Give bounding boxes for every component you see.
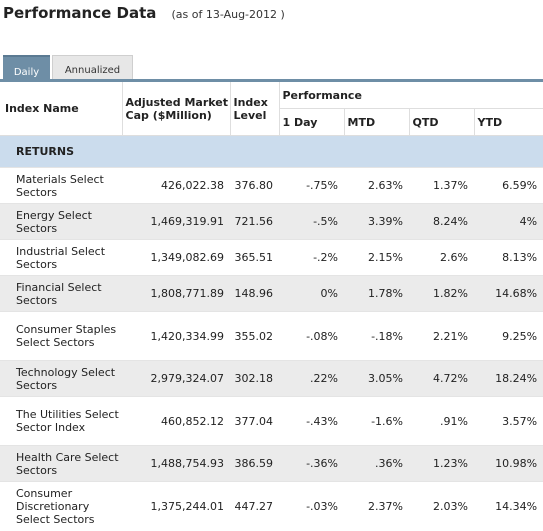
row-1-day: .22%: [279, 360, 344, 397]
row-ytd: 6.59%: [474, 167, 543, 204]
page-header: Performance Data (as of 13-Aug-2012 ): [3, 3, 285, 22]
row-mtd: 3.05%: [344, 360, 409, 397]
row-market-cap: 426,022.38: [122, 167, 230, 204]
row-index-name: Technology Select Sectors: [0, 360, 122, 397]
tab-daily[interactable]: Daily: [3, 55, 50, 79]
table-row: Consumer Staples Select Sectors 1,420,334…: [0, 311, 543, 361]
row-mtd: 2.37%: [344, 481, 409, 531]
row-index-level: 148.96: [230, 275, 279, 312]
row-mtd: .36%: [344, 445, 409, 482]
row-ytd: 3.57%: [474, 396, 543, 446]
as-of-date: (as of 13-Aug-2012 ): [171, 8, 285, 21]
row-index-name: The Utilities Select Sector Index: [0, 396, 122, 446]
row-index-level: 302.18: [230, 360, 279, 397]
row-mtd: -.18%: [344, 311, 409, 361]
row-qtd: 2.03%: [409, 481, 474, 531]
row-index-name: Consumer Staples Select Sectors: [0, 311, 122, 361]
row-mtd: -1.6%: [344, 396, 409, 446]
col-qtd: QTD: [408, 108, 474, 136]
table-header: Index Name Adjusted Market Cap ($Million…: [0, 79, 543, 136]
row-1-day: -.36%: [279, 445, 344, 482]
row-ytd: 10.98%: [474, 445, 543, 482]
tab-annualized[interactable]: Annualized: [52, 55, 133, 79]
row-mtd: 3.39%: [344, 203, 409, 240]
row-market-cap: 1,349,082.69: [122, 239, 230, 276]
section-row-returns: RETURNS: [0, 135, 543, 168]
table-row: Financial Select Sectors 1,808,771.89 148.…: [0, 275, 543, 312]
row-index-name: Materials Select Sectors: [0, 167, 122, 204]
row-ytd: 8.13%: [474, 239, 543, 276]
row-index-name: Health Care Select Sectors: [0, 445, 122, 482]
col-mtd: MTD: [343, 108, 409, 136]
table-row: The Utilities Select Sector Index 460,852…: [0, 396, 543, 446]
section-label: RETURNS: [0, 135, 543, 168]
row-ytd: 18.24%: [474, 360, 543, 397]
row-market-cap: 1,488,754.93: [122, 445, 230, 482]
row-index-level: 377.04: [230, 396, 279, 446]
row-mtd: 1.78%: [344, 275, 409, 312]
row-ytd: 4%: [474, 203, 543, 240]
row-index-level: 447.27: [230, 481, 279, 531]
row-market-cap: 1,375,244.01: [122, 481, 230, 531]
table-row: Energy Select Sectors 1,469,319.91 721.56-…: [0, 203, 543, 240]
row-index-level: 355.02: [230, 311, 279, 361]
row-market-cap: 1,420,334.99: [122, 311, 230, 361]
row-index-level: 386.59: [230, 445, 279, 482]
table-row: Consumer Discretionary Select Sectors 1,3…: [0, 481, 543, 531]
table-row: Materials Select Sectors 426,022.38 376.80…: [0, 167, 543, 204]
row-index-name: Energy Select Sectors: [0, 203, 122, 240]
col-index-name: Index Name: [0, 79, 122, 136]
row-qtd: 1.82%: [409, 275, 474, 312]
row-market-cap: 1,469,319.91: [122, 203, 230, 240]
row-ytd: 14.68%: [474, 275, 543, 312]
table-body: RETURNS Materials Select Sectors 426,022.…: [0, 135, 543, 531]
row-1-day: -.5%: [279, 203, 344, 240]
col-index-level: Index Level: [229, 79, 279, 136]
row-1-day: -.43%: [279, 396, 344, 446]
row-qtd: 1.37%: [409, 167, 474, 204]
row-qtd: 4.72%: [409, 360, 474, 397]
col-1-day: 1 Day: [278, 108, 344, 136]
row-ytd: 9.25%: [474, 311, 543, 361]
row-mtd: 2.15%: [344, 239, 409, 276]
row-qtd: 8.24%: [409, 203, 474, 240]
row-market-cap: 1,808,771.89: [122, 275, 230, 312]
row-index-level: 376.80: [230, 167, 279, 204]
row-1-day: 0%: [279, 275, 344, 312]
row-1-day: -.08%: [279, 311, 344, 361]
col-market-cap: Adjusted Market Cap ($Million): [121, 79, 230, 136]
col-ytd: YTD: [473, 108, 543, 136]
row-qtd: 2.21%: [409, 311, 474, 361]
row-qtd: 2.6%: [409, 239, 474, 276]
performance-table: Index Name Adjusted Market Cap ($Million…: [0, 79, 543, 531]
row-1-day: -.75%: [279, 167, 344, 204]
row-index-level: 721.56: [230, 203, 279, 240]
row-mtd: 2.63%: [344, 167, 409, 204]
row-ytd: 14.34%: [474, 481, 543, 531]
row-market-cap: 460,852.12: [122, 396, 230, 446]
row-1-day: -.2%: [279, 239, 344, 276]
row-qtd: 1.23%: [409, 445, 474, 482]
page-title: Performance Data: [3, 4, 157, 22]
row-index-name: Industrial Select Sectors: [0, 239, 122, 276]
row-index-level: 365.51: [230, 239, 279, 276]
row-index-name: Financial Select Sectors: [0, 275, 122, 312]
row-1-day: -.03%: [279, 481, 344, 531]
table-row: Health Care Select Sectors 1,488,754.93 38…: [0, 445, 543, 482]
table-row: Technology Select Sectors 2,979,324.07 302…: [0, 360, 543, 397]
row-market-cap: 2,979,324.07: [122, 360, 230, 397]
col-performance: Performance: [278, 79, 543, 109]
row-index-name: Consumer Discretionary Select Sectors: [0, 481, 122, 531]
table-row: Industrial Select Sectors 1,349,082.69 365…: [0, 239, 543, 276]
period-tabs: Daily Annualized: [3, 55, 133, 79]
row-qtd: .91%: [409, 396, 474, 446]
